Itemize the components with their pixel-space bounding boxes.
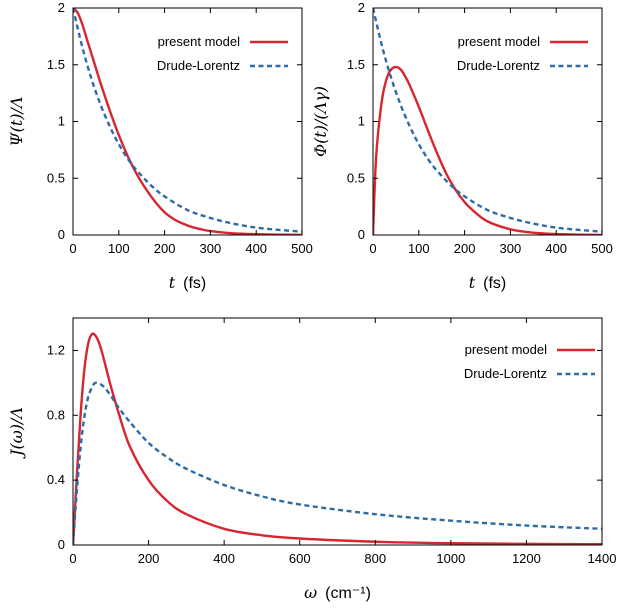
panel-spectral-density: 0 200 400 600 800 1000 1200 1400 0 0.4 0.8 1.2 ω (cm⁻… (7, 317, 617, 602)
y-axis-label: Φ(t)/(Λγ) (311, 86, 330, 157)
x-axis-label: t (fs) (469, 273, 507, 292)
x-tick-label: 500 (591, 241, 613, 256)
series-line-drude-lorentz (373, 8, 602, 233)
y-tick-label: 1 (358, 114, 365, 129)
y-tick-label: 2 (358, 0, 365, 15)
x-tick-label: 600 (289, 551, 311, 566)
x-tick-label: 1400 (588, 551, 617, 566)
y-tick-label: 0 (358, 227, 365, 242)
x-tick-label: 300 (200, 241, 222, 256)
x-tick-label: 1200 (512, 551, 541, 566)
legend-label: Drude-Lorentz (157, 58, 240, 73)
x-axis-label: ω (cm⁻¹) (304, 583, 371, 602)
y-tick-label: 1.5 (347, 57, 365, 72)
y-tick-label: 0 (58, 227, 65, 242)
panel-phi: 0 100 200 300 400 500 0 0.5 1 1.5 2 t (fs) Φ(t)/(Λγ) p… (311, 0, 613, 292)
y-tick-label: 0.5 (347, 170, 365, 185)
y-tick-label: 0.8 (47, 407, 65, 422)
x-tick-label: 200 (454, 241, 476, 256)
x-tick-label: 400 (545, 241, 567, 256)
x-tick-label: 0 (69, 551, 76, 566)
series-line-present-model (73, 332, 602, 545)
legend-label: present model (465, 342, 547, 357)
x-tick-label: 500 (291, 241, 313, 256)
x-tick-label: 300 (500, 241, 522, 256)
y-tick-label: 1.2 (47, 342, 65, 357)
series-line-present-model (373, 65, 602, 235)
x-tick-label: 100 (108, 241, 130, 256)
y-tick-label: 1 (58, 114, 65, 129)
legend-label: Drude-Lorentz (464, 366, 547, 381)
y-axis-label: J(ω)/Λ (7, 407, 26, 459)
plot-frame (72, 317, 603, 546)
series-line-present-model (73, 8, 302, 235)
y-tick-label: 0.4 (47, 472, 65, 487)
x-tick-label: 400 (213, 551, 235, 566)
x-axis-label: t (fs) (169, 273, 207, 292)
series-line-drude-lorentz (73, 8, 302, 233)
x-tick-label: 800 (364, 551, 386, 566)
y-tick-label: 1.5 (47, 57, 65, 72)
x-tick-label: 200 (154, 241, 176, 256)
x-tick-label: 200 (138, 551, 160, 566)
legend-label: present model (158, 34, 240, 49)
legend-label: Drude-Lorentz (457, 58, 540, 73)
y-tick-label: 0.5 (47, 170, 65, 185)
x-tick-label: 0 (369, 241, 376, 256)
x-tick-label: 100 (408, 241, 430, 256)
x-tick-label: 0 (69, 241, 76, 256)
y-tick-label: 2 (58, 0, 65, 15)
y-axis-label: Ψ(t)/Λ (7, 97, 26, 147)
panel-psi: 0 100 200 300 400 500 0 0.5 1 1.5 2 t (fs) Ψ(t)/Λ pres… (7, 0, 313, 292)
legend-label: present model (458, 34, 540, 49)
y-tick-label: 0 (58, 537, 65, 552)
x-tick-label: 400 (245, 241, 267, 256)
x-tick-label: 1000 (436, 551, 465, 566)
series-line-drude-lorentz (73, 381, 602, 545)
